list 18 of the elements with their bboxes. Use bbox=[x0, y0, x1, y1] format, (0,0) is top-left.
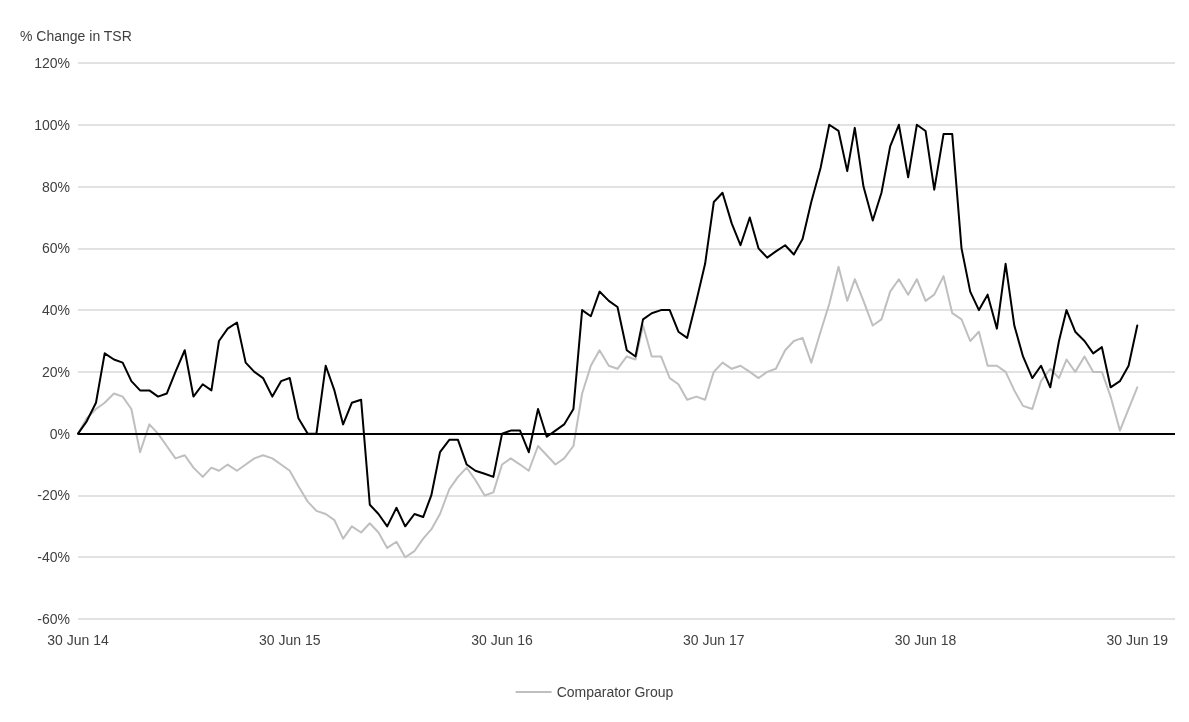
y-tick-label: -60% bbox=[37, 611, 70, 627]
y-tick-label: 60% bbox=[41, 240, 70, 257]
x-tick-label: 30 Jun 19 bbox=[1106, 632, 1169, 648]
y-tick-label: 120% bbox=[34, 55, 70, 71]
y-axis-title: % Change in TSR bbox=[20, 28, 132, 44]
y-tick-label: -40% bbox=[37, 549, 70, 566]
y-tick-label: 20% bbox=[41, 363, 70, 380]
y-tick-label: -20% bbox=[37, 487, 70, 504]
y-tick-label: 100% bbox=[34, 116, 70, 133]
x-tick-label: 30 Jun 18 bbox=[894, 632, 957, 648]
x-tick-label: 30 Jun 15 bbox=[258, 632, 321, 648]
y-tick-label: 40% bbox=[41, 302, 70, 319]
y-tick-label: 80% bbox=[41, 178, 70, 195]
x-tick-label: 30 Jun 17 bbox=[683, 632, 745, 648]
legend-label: Comparator Group bbox=[556, 684, 674, 700]
x-tick-label: 30 Jun 14 bbox=[47, 632, 109, 648]
y-tick-label: 0% bbox=[49, 425, 70, 442]
x-tick-label: 30 Jun 16 bbox=[471, 632, 534, 648]
